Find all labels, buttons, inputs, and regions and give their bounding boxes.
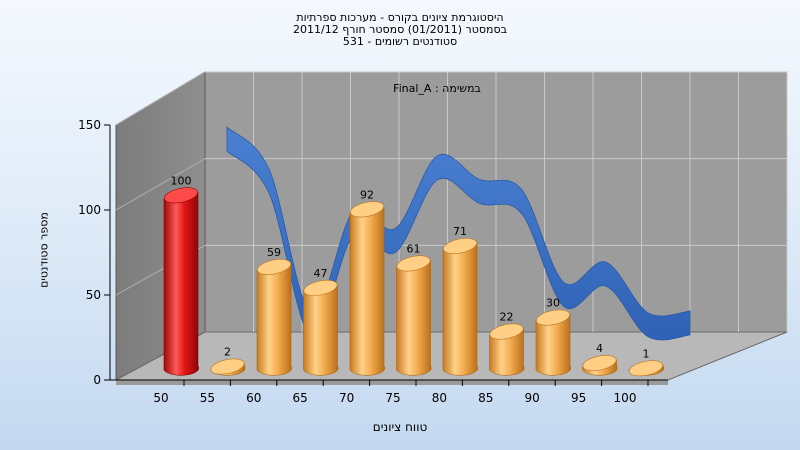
- x-tick-label: 60: [246, 391, 261, 405]
- bar-top: [489, 323, 524, 340]
- bar-value-label: 47: [314, 267, 328, 280]
- x-tick-label: 100: [614, 391, 637, 405]
- bar: 4: [582, 342, 618, 376]
- bar-body: [163, 191, 199, 376]
- bar-top: [210, 358, 245, 375]
- grid-line-wall: [115, 158, 206, 211]
- y-tick-label: 0: [93, 373, 101, 387]
- bar: 71: [442, 225, 478, 376]
- bar-value-label: 1: [643, 347, 650, 360]
- x-tick-label: 65: [293, 391, 308, 405]
- bar-series: 100 2 59 47 92 61 71 22 30 4 1: [163, 174, 664, 377]
- bar: 61: [396, 242, 432, 376]
- bar-body: [396, 260, 432, 376]
- x-tick-label: 75: [385, 391, 400, 405]
- bar-value-label: 2: [224, 346, 231, 359]
- x-tick-label: 55: [200, 391, 215, 405]
- bar: 92: [349, 188, 385, 376]
- bar-value-label: 100: [171, 174, 192, 187]
- bar-top: [164, 187, 198, 204]
- x-tick-label: 90: [525, 391, 540, 405]
- bar-top: [350, 201, 384, 218]
- bar-top: [443, 237, 477, 254]
- y-tick-label: 100: [78, 203, 101, 217]
- bar-value-label: 61: [407, 242, 421, 255]
- bar-top: [536, 309, 570, 326]
- bar-body: [303, 284, 339, 376]
- bar-body: [489, 328, 525, 376]
- bar-top: [257, 258, 291, 275]
- bar-value-label: 30: [546, 297, 560, 310]
- bar-top: [629, 360, 663, 377]
- x-tick-label: 80: [432, 391, 447, 405]
- task-annotation: Final_A : במשימה: [393, 82, 481, 95]
- bar-body: [349, 205, 385, 376]
- y-axis-label: מספר סטודנטים: [37, 212, 51, 288]
- bar-top: [303, 279, 338, 296]
- floor-edge: [116, 380, 668, 385]
- chart-title: היסטוגרמת ציונים בקורס - מערכות ספרתיות: [296, 11, 504, 24]
- bar: 30: [535, 297, 571, 376]
- bar: 22: [489, 311, 525, 376]
- chart-subtitle-students: 531 - סטודנטים רשומים: [342, 35, 458, 48]
- bar: 47: [303, 267, 339, 376]
- bar-value-label: 4: [596, 342, 603, 355]
- chart-title-block: היסטוגרמת ציונים בקורס - מערכות ספרתיות …: [0, 12, 800, 48]
- bar-body: [256, 263, 292, 376]
- x-tick-label: 95: [571, 391, 586, 405]
- x-tick-label: 50: [153, 391, 168, 405]
- chart-subtitle-semester: בסמסטר (01/2011) סמסטר חורף 2011/12: [293, 23, 507, 36]
- bar-value-label: 71: [453, 225, 467, 238]
- bar-top: [582, 355, 617, 372]
- grid-line-wall: [115, 71, 206, 126]
- bar-body: [535, 314, 571, 376]
- y-tick-label: 150: [78, 118, 101, 132]
- bar-value-label: 22: [500, 311, 514, 324]
- bar: 2: [210, 346, 246, 376]
- bar: 59: [256, 246, 292, 376]
- bar-value-label: 92: [360, 188, 374, 201]
- x-axis-label: טווח ציונים: [372, 420, 428, 434]
- bar-highlight: 100: [163, 174, 199, 376]
- axes: 0 50 100 150 50 55 60 65 70 75 80 85 90 95 100: [78, 118, 668, 405]
- bar: 1: [628, 347, 664, 377]
- x-tick-label: 85: [478, 391, 493, 405]
- y-tick-label: 50: [86, 288, 101, 302]
- bar-value-label: 59: [267, 246, 281, 259]
- bar-body: [442, 242, 478, 376]
- bar-top: [396, 255, 431, 272]
- x-tick-label: 70: [339, 391, 354, 405]
